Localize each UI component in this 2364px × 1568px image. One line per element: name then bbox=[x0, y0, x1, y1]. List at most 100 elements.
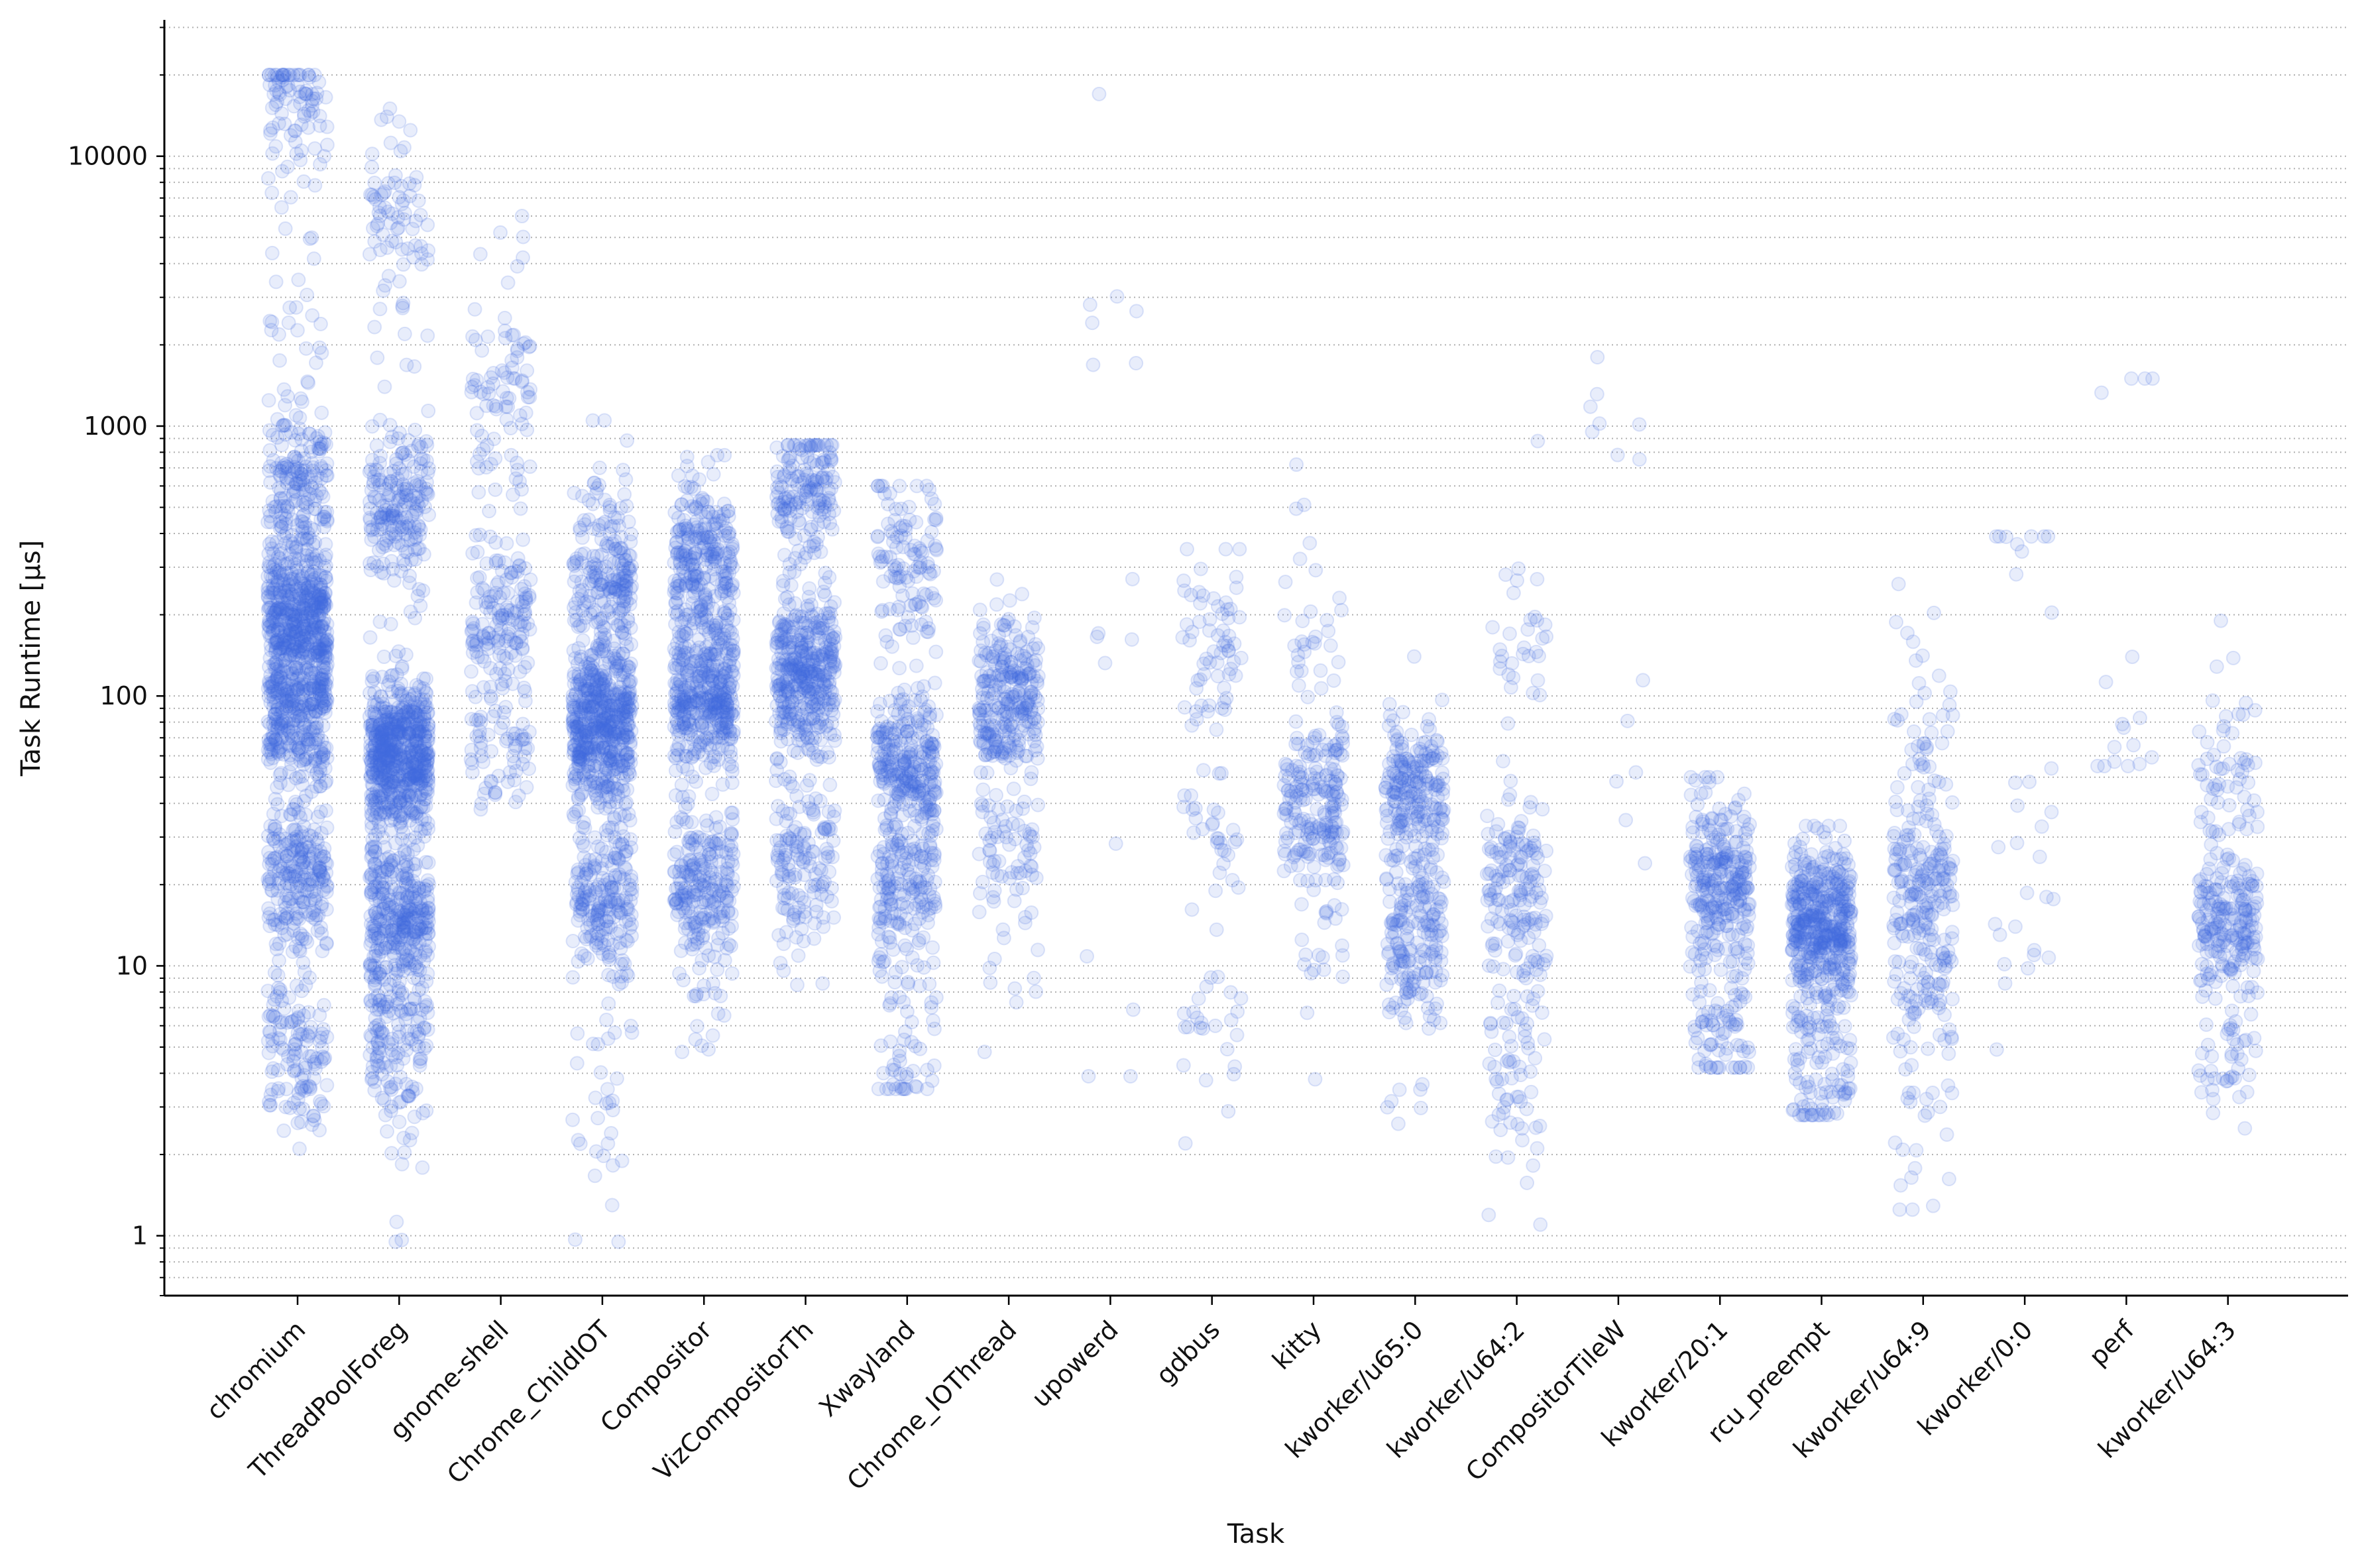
data-point bbox=[274, 669, 289, 685]
data-point bbox=[420, 918, 435, 933]
data-point bbox=[689, 774, 704, 789]
data-point bbox=[617, 956, 632, 972]
data-point bbox=[284, 555, 299, 570]
data-point bbox=[297, 964, 312, 980]
data-point bbox=[685, 468, 700, 483]
data-point bbox=[499, 535, 514, 551]
data-point bbox=[692, 960, 707, 976]
data-point bbox=[310, 923, 325, 938]
data-point bbox=[280, 78, 296, 93]
data-point bbox=[272, 767, 288, 783]
data-point bbox=[282, 1100, 298, 1115]
data-point bbox=[382, 434, 398, 449]
data-point bbox=[397, 845, 412, 860]
data-point bbox=[307, 620, 322, 636]
grid-lines bbox=[164, 27, 2348, 1296]
data-point bbox=[394, 1233, 410, 1248]
data-point bbox=[267, 864, 282, 879]
data-point bbox=[478, 594, 493, 610]
data-point bbox=[281, 315, 296, 330]
data-point bbox=[569, 612, 584, 628]
data-point bbox=[616, 758, 631, 773]
data-point bbox=[310, 732, 325, 747]
data-point bbox=[590, 907, 605, 923]
data-point bbox=[292, 470, 308, 485]
data-point bbox=[372, 791, 387, 806]
data-point bbox=[613, 924, 628, 939]
data-point bbox=[396, 716, 411, 732]
data-point bbox=[268, 605, 283, 620]
data-point bbox=[291, 272, 306, 288]
data-point bbox=[286, 801, 301, 816]
data-point bbox=[313, 805, 329, 820]
data-point bbox=[369, 438, 384, 453]
data-point bbox=[716, 1008, 732, 1023]
data-point bbox=[503, 420, 518, 435]
data-point bbox=[260, 742, 276, 757]
data-point bbox=[314, 896, 329, 911]
data-point bbox=[474, 796, 489, 811]
data-point bbox=[518, 731, 533, 746]
data-point bbox=[296, 855, 311, 870]
data-point bbox=[419, 699, 434, 714]
data-point bbox=[617, 809, 632, 824]
data-point bbox=[289, 978, 304, 993]
data-point bbox=[566, 556, 581, 571]
data-point bbox=[281, 693, 296, 708]
data-point bbox=[296, 597, 311, 612]
data-point bbox=[412, 765, 427, 780]
data-point bbox=[600, 872, 615, 887]
data-point bbox=[725, 541, 740, 557]
data-point bbox=[582, 764, 597, 779]
data-point bbox=[292, 744, 308, 759]
data-point bbox=[372, 412, 388, 427]
data-point bbox=[577, 838, 592, 854]
data-point bbox=[300, 288, 315, 303]
data-point bbox=[578, 858, 593, 873]
data-point bbox=[584, 665, 599, 681]
data-point bbox=[376, 649, 392, 665]
data-point bbox=[624, 881, 640, 897]
data-point bbox=[418, 999, 433, 1015]
data-point bbox=[598, 514, 613, 530]
data-point bbox=[292, 944, 308, 959]
data-point bbox=[371, 205, 386, 221]
data-point bbox=[378, 1107, 393, 1123]
data-point bbox=[604, 1198, 620, 1213]
data-point bbox=[317, 761, 333, 776]
data-point bbox=[278, 557, 293, 572]
data-point bbox=[492, 661, 508, 676]
data-point bbox=[274, 730, 290, 746]
data-point bbox=[396, 497, 412, 512]
data-point bbox=[293, 152, 308, 168]
data-point bbox=[515, 250, 530, 265]
data-point bbox=[304, 828, 319, 844]
data-point bbox=[300, 374, 315, 389]
data-point bbox=[601, 539, 616, 554]
data-point bbox=[420, 328, 435, 343]
data-point bbox=[397, 326, 412, 341]
data-point bbox=[572, 714, 587, 730]
data-point bbox=[294, 609, 309, 624]
data-point bbox=[486, 398, 501, 413]
data-point bbox=[266, 711, 282, 726]
data-point bbox=[396, 924, 412, 939]
data-point bbox=[585, 496, 600, 512]
data-point bbox=[268, 662, 284, 677]
data-point bbox=[471, 484, 486, 500]
data-point bbox=[486, 709, 501, 724]
data-point bbox=[276, 1042, 291, 1057]
data-point bbox=[312, 1007, 327, 1023]
data-point bbox=[272, 542, 288, 557]
data-point bbox=[269, 635, 284, 650]
data-point bbox=[280, 848, 295, 864]
data-point bbox=[313, 742, 329, 757]
data-point bbox=[402, 1133, 418, 1148]
data-point bbox=[280, 699, 296, 714]
data-point bbox=[312, 1123, 327, 1138]
data-point bbox=[292, 1141, 307, 1156]
data-point bbox=[367, 1074, 382, 1090]
data-point bbox=[500, 731, 515, 746]
data-point bbox=[372, 478, 387, 493]
data-point bbox=[291, 426, 306, 441]
